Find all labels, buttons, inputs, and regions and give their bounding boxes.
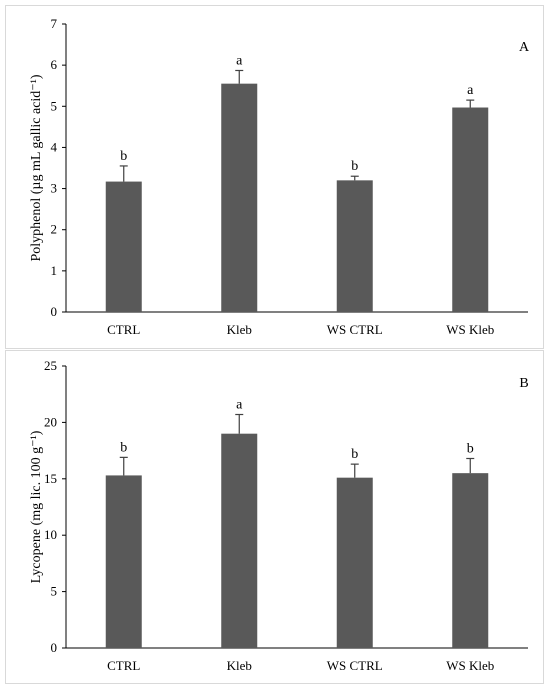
x-tick-label: WS CTRL xyxy=(327,658,383,673)
y-tick-label: 10 xyxy=(44,527,57,542)
y-tick-label: 4 xyxy=(51,139,58,154)
x-tick-label: WS Kleb xyxy=(446,322,494,337)
x-tick-label: Kleb xyxy=(227,322,252,337)
x-tick-label: WS Kleb xyxy=(446,658,494,673)
y-tick-label: 1 xyxy=(51,263,58,278)
bar-kleb xyxy=(221,83,258,313)
bar-ctrl xyxy=(105,475,142,648)
y-tick-label: 5 xyxy=(51,98,58,113)
bar-ws-ctrl xyxy=(336,477,373,648)
y-tick-label: 3 xyxy=(51,181,58,196)
x-tick-label: CTRL xyxy=(107,658,140,673)
bar-ws-kleb xyxy=(452,107,489,313)
y-tick-label: 0 xyxy=(51,640,58,655)
y-tick-label: 20 xyxy=(44,414,57,429)
y-tick-label: 0 xyxy=(51,304,58,319)
y-tick-label: 7 xyxy=(51,16,58,31)
y-tick-label: 25 xyxy=(44,358,57,373)
bar-ctrl xyxy=(105,181,142,312)
significance-letter: a xyxy=(467,83,474,98)
x-tick-label: Kleb xyxy=(227,658,252,673)
x-tick-label: WS CTRL xyxy=(327,322,383,337)
y-tick-label: 5 xyxy=(51,584,58,599)
significance-letter: a xyxy=(236,398,243,413)
x-tick-label: CTRL xyxy=(107,322,140,337)
significance-letter: a xyxy=(236,53,243,68)
bar-ws-ctrl xyxy=(336,180,373,312)
panel-label: B xyxy=(519,376,528,391)
y-axis-title: Polyphenol (µg mL gallic acid⁻¹) xyxy=(29,74,44,261)
y-tick-label: 6 xyxy=(51,57,58,72)
bar-kleb xyxy=(221,433,258,648)
y-axis-title: Lycopene (mg lic. 100 g⁻¹) xyxy=(29,430,44,583)
significance-letter: b xyxy=(351,447,358,462)
y-tick-label: 2 xyxy=(51,222,58,237)
significance-letter: b xyxy=(120,149,127,164)
significance-letter: b xyxy=(351,159,358,174)
panel-label: A xyxy=(519,40,530,55)
bar-ws-kleb xyxy=(452,473,489,648)
y-tick-label: 15 xyxy=(44,471,57,486)
significance-letter: b xyxy=(467,441,474,456)
significance-letter: b xyxy=(120,440,127,455)
